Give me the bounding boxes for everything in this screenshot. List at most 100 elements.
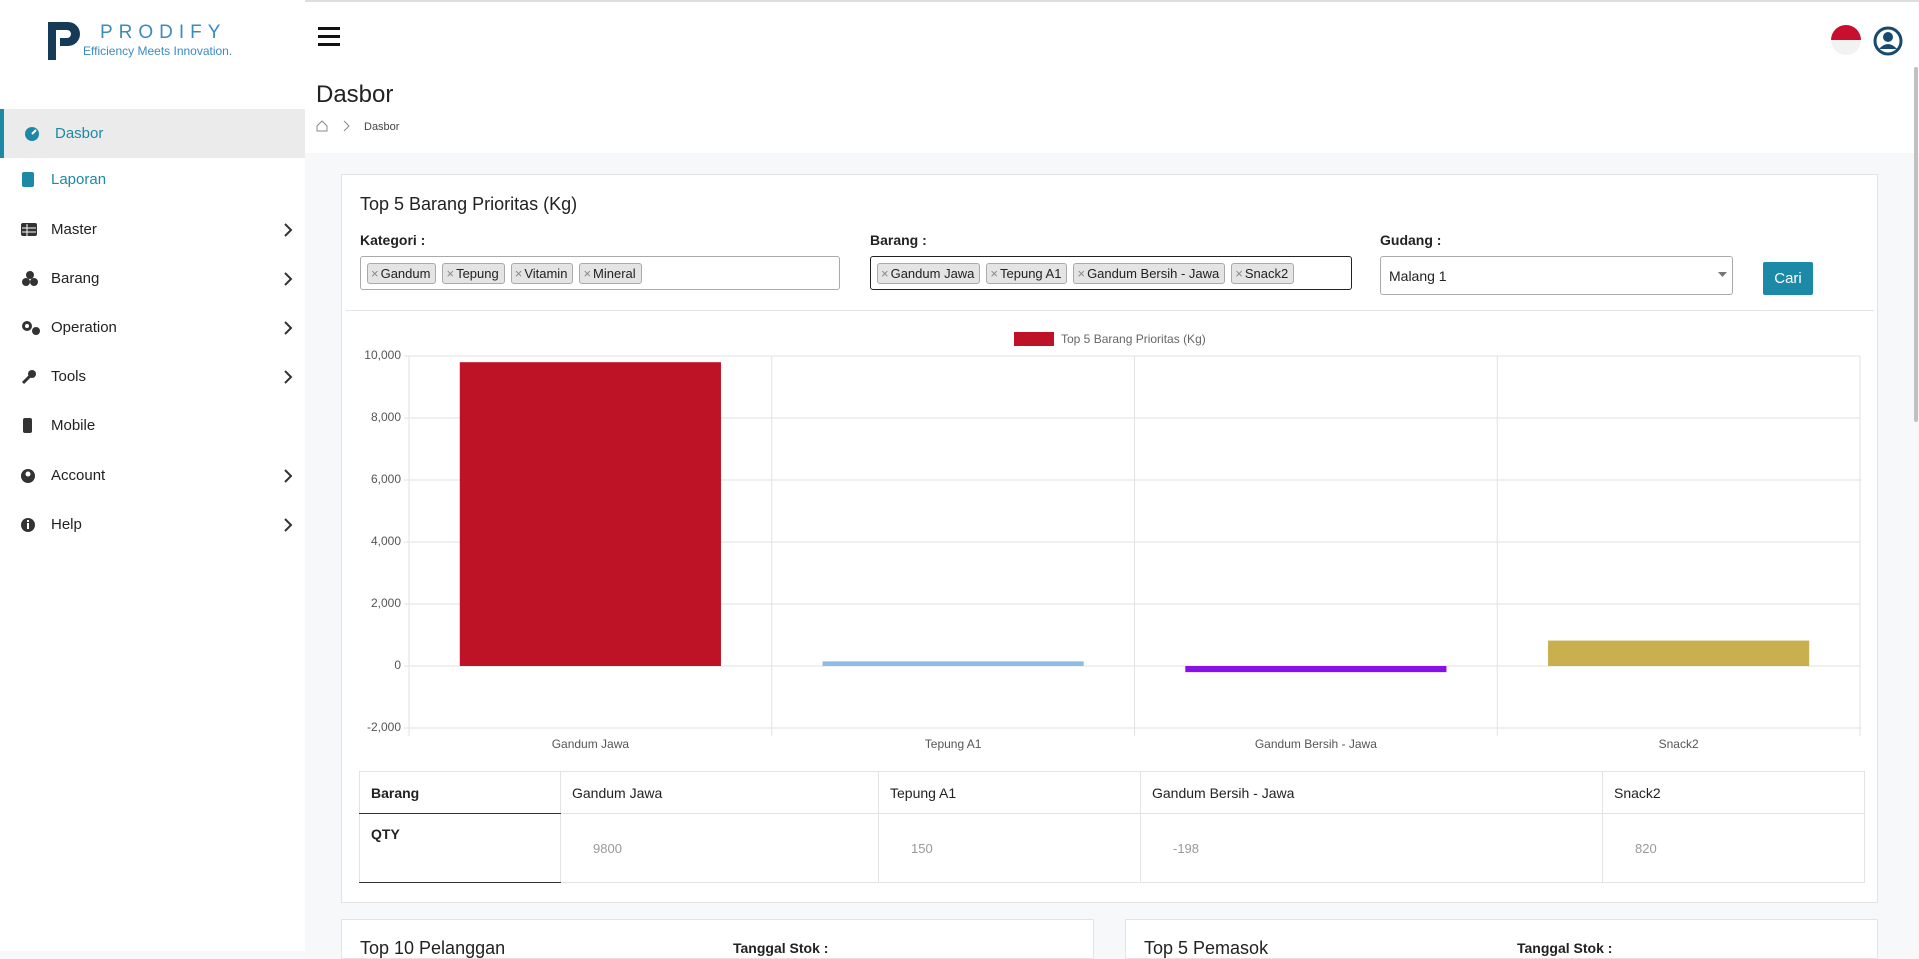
table-column-header: Gandum Bersih - Jawa	[1140, 771, 1603, 814]
x-tick-label: Tepung A1	[925, 737, 982, 751]
tag[interactable]: Gandum Bersih - Jawa	[1073, 262, 1226, 284]
menu-label: Account	[51, 467, 106, 484]
menu-item[interactable]: Dasbor	[0, 109, 305, 158]
menu-label: Mobile	[51, 417, 96, 434]
menu-item[interactable]: Mobile	[0, 401, 305, 450]
tag[interactable]: Tepung	[442, 262, 505, 284]
card-title: Top 5 Barang Prioritas (Kg)	[360, 194, 578, 214]
chevron	[284, 272, 293, 286]
logo[interactable]: PRODIFY Efficiency Meets Innovation.	[0, 0, 305, 67]
bar	[459, 362, 721, 666]
table-cell: 150	[878, 813, 1141, 883]
bar	[1185, 666, 1447, 673]
logo-mark	[48, 22, 80, 60]
suppliers-card: Top 5 Pemasok Tanggal Stok :	[1125, 919, 1878, 959]
kategori-select[interactable]: GandumTepungVitaminMineral	[360, 256, 840, 290]
filter-label: Gudang :	[1380, 232, 1442, 248]
tag[interactable]: Gandum Jawa	[877, 262, 981, 284]
menu-item[interactable]: Barang	[0, 254, 305, 303]
menu-icon	[21, 223, 37, 236]
chevron	[284, 469, 293, 483]
y-tick-label: 4,000	[371, 534, 401, 548]
filter-label: Barang :	[870, 232, 927, 248]
table-cell: 820	[1602, 813, 1865, 883]
menu-icon	[23, 418, 32, 433]
x-tick-label: Gandum Bersih - Jawa	[1255, 737, 1377, 751]
menu-label: Master	[51, 221, 97, 238]
card-title: Top 5 Pemasok	[1144, 938, 1269, 958]
logo-title: PRODIFY	[100, 22, 227, 43]
tag[interactable]: Snack2	[1231, 262, 1295, 284]
menu-item[interactable]: Operation	[0, 303, 305, 352]
menu-icon	[21, 370, 36, 385]
y-tick-label: 8,000	[371, 410, 401, 424]
breadcrumb: Dasbor	[364, 121, 400, 133]
scrollbar[interactable]	[1914, 67, 1918, 422]
menu-label: Help	[51, 516, 82, 533]
menu-icon	[22, 321, 40, 335]
x-tick-label: Snack2	[1659, 737, 1699, 751]
chevron	[284, 321, 293, 335]
menu-icon	[22, 271, 38, 286]
table-header: Barang	[359, 771, 561, 814]
menu-item[interactable]: Account	[0, 451, 305, 500]
menu-item[interactable]: Master	[0, 205, 305, 254]
bar	[1548, 640, 1810, 666]
x-tick-label: Gandum Jawa	[552, 737, 630, 751]
menu-icon	[21, 469, 35, 483]
dropdown-arrow	[1718, 272, 1727, 277]
search-button[interactable]: Cari	[1763, 262, 1813, 295]
chevron	[284, 518, 293, 532]
content-header: Dasbor Dasbor	[305, 67, 1919, 153]
menu-item[interactable]: Tools	[0, 352, 305, 401]
sidebar: Dasbor Laporan Master Barang Operation T…	[0, 67, 305, 951]
card-title: Top 10 Pelanggan	[360, 938, 506, 958]
menu-label: Operation	[51, 319, 117, 336]
y-tick-label: 10,000	[364, 348, 401, 362]
tag[interactable]: Mineral	[579, 262, 642, 284]
filter-label: Kategori :	[360, 232, 426, 248]
y-tick-label: 0	[394, 658, 401, 672]
table-cell: -198	[1140, 813, 1603, 883]
home-icon[interactable]	[315, 119, 329, 133]
chevron	[284, 223, 293, 237]
logo-tagline: Efficiency Meets Innovation.	[83, 44, 233, 58]
table-column-header: Snack2	[1602, 771, 1865, 814]
legend-label: Top 5 Barang Prioritas (Kg)	[1061, 332, 1206, 346]
hamburger-icon[interactable]	[318, 26, 344, 48]
table-cell: 9800	[560, 813, 879, 883]
menu-icon	[21, 518, 35, 532]
tag[interactable]: Gandum	[367, 262, 437, 284]
breadcrumb-separator	[343, 120, 350, 132]
user-icon[interactable]	[1873, 26, 1903, 56]
tag[interactable]: Vitamin	[510, 262, 574, 284]
language-flag[interactable]	[1830, 24, 1862, 56]
y-tick-label: -2,000	[367, 720, 401, 734]
top-bar	[0, 0, 1919, 67]
data-table: Barang Gandum Jawa Tepung A1 Gandum Bersih …	[359, 771, 1865, 883]
gudang-select[interactable]: Malang 1	[1380, 256, 1733, 295]
table-column-header: Tepung A1	[878, 771, 1141, 814]
chart: 10,000 8,000 6,000 4,000 2,000 0 -2,000 Top 5 B…	[364, 332, 1861, 751]
menu-icon	[25, 127, 39, 141]
page-title: Dasbor	[316, 81, 394, 108]
menu-label: Laporan	[51, 171, 107, 188]
customers-card: Top 10 Pelanggan Tanggal Stok :	[341, 919, 1094, 959]
bar	[822, 661, 1084, 666]
menu-item[interactable]: Help	[0, 500, 305, 549]
y-tick-label: 2,000	[371, 596, 401, 610]
table-row-label: QTY	[359, 813, 561, 883]
chevron	[284, 370, 293, 384]
menu-label: Barang	[51, 270, 100, 287]
tag[interactable]: Tepung A1	[986, 262, 1068, 284]
menu-item[interactable]: Laporan	[0, 155, 305, 204]
y-tick-label: 6,000	[371, 472, 401, 486]
date-label: Tanggal Stok :	[733, 940, 829, 956]
divider	[346, 310, 1874, 311]
legend-swatch	[1014, 332, 1054, 346]
date-label: Tanggal Stok :	[1517, 940, 1613, 956]
menu-label: Tools	[51, 368, 87, 385]
